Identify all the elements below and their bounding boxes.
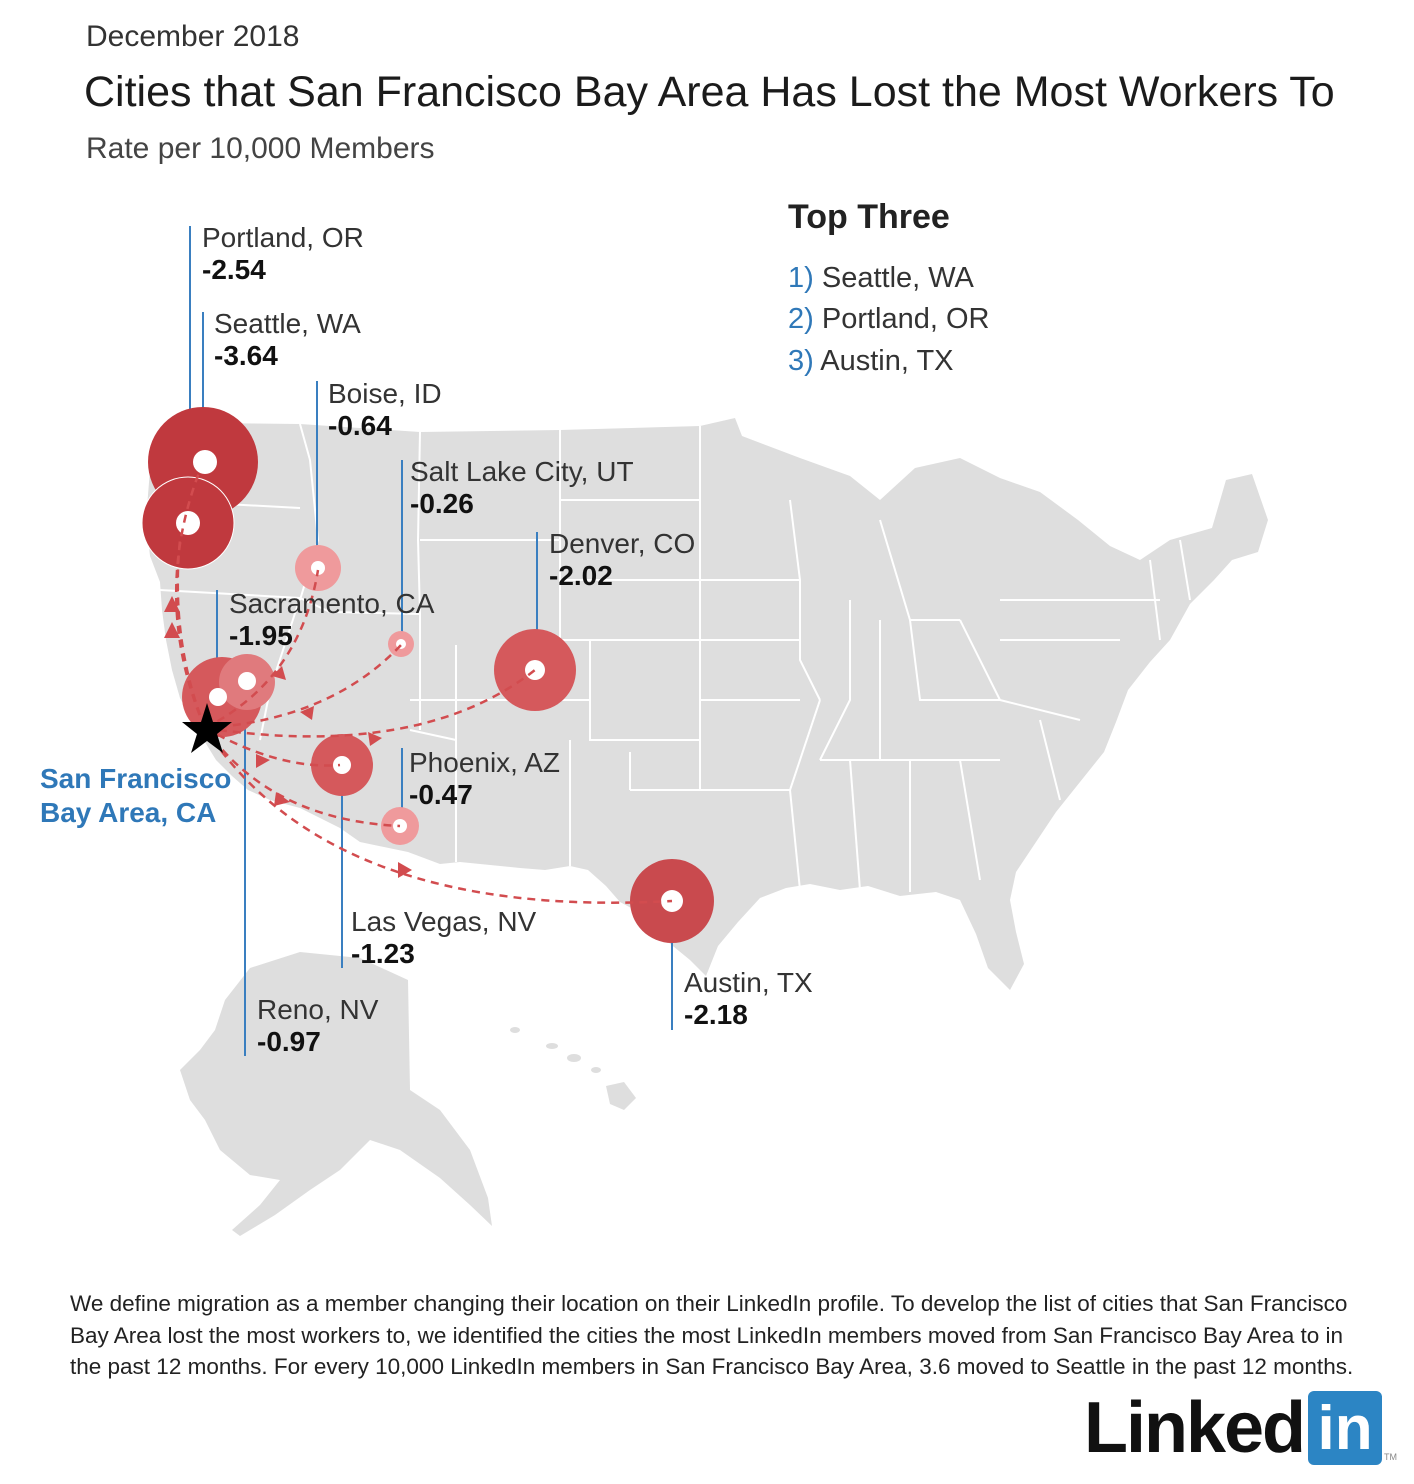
flow-arrowheads	[164, 596, 412, 878]
rank-city: Seattle, WA	[821, 262, 974, 294]
city-label-boise: Boise, ID -0.64	[328, 378, 442, 442]
methodology-footnote: We define migration as a member changing…	[70, 1291, 1354, 1379]
contiguous-us-shape	[146, 418, 1268, 990]
city-name: Portland, OR	[202, 222, 364, 253]
city-label-salt-lake-city: Salt Lake City, UT -0.26	[410, 456, 634, 520]
top-three-heading: Top Three	[788, 198, 950, 236]
city-rate: -0.64	[328, 410, 392, 441]
city-label-reno: Reno, NV -0.97	[257, 994, 378, 1058]
city-label-seattle: Seattle, WA -3.64	[214, 308, 361, 372]
city-rate: -3.64	[214, 340, 278, 371]
city-label-las-vegas: Las Vegas, NV -1.23	[351, 906, 536, 970]
rank-number: 2)	[788, 303, 814, 335]
top-three-item: 3) Austin, TX	[788, 345, 954, 378]
rank-number: 3)	[788, 345, 814, 377]
page-title: Cities that San Francisco Bay Area Has L…	[84, 68, 1335, 116]
origin-star-icon	[182, 703, 232, 753]
city-name: Reno, NV	[257, 994, 379, 1025]
city-label-portland: Portland, OR -2.54	[202, 222, 364, 286]
flow-to-seattle	[174, 469, 207, 729]
origin-label-line1: San Francisco	[40, 763, 232, 794]
city-name: Austin, TX	[684, 967, 813, 998]
city-rate: -1.23	[351, 938, 415, 969]
city-rate: -0.47	[409, 779, 473, 810]
city-name: Salt Lake City, UT	[410, 456, 634, 487]
flow-to-las-vegas	[204, 726, 341, 767]
city-name: Denver, CO	[549, 528, 696, 559]
city-name: Seattle, WA	[214, 308, 361, 339]
linkedin-logo: Linked in TM	[1084, 1388, 1397, 1468]
city-name: Las Vegas, NV	[351, 906, 537, 937]
flow-to-austin	[203, 727, 673, 904]
city-rate: -0.97	[257, 1026, 321, 1057]
flow-lines	[174, 469, 673, 904]
flow-to-salt-lake-city	[204, 644, 402, 730]
origin-label-line2: Bay Area, CA	[40, 797, 217, 828]
city-name: Boise, ID	[328, 378, 442, 409]
city-rate: -1.95	[229, 620, 293, 651]
city-rate: -0.26	[410, 488, 474, 519]
logo-trademark: TM	[1384, 1452, 1398, 1462]
city-label-denver: Denver, CO -2.02	[549, 528, 695, 592]
logo-in-box: in	[1308, 1391, 1383, 1465]
origin-label: San Francisco Bay Area, CA	[40, 762, 260, 830]
city-label-austin: Austin, TX -2.18	[684, 967, 813, 1031]
city-rate: -2.54	[202, 254, 266, 285]
alaska-shape	[180, 952, 492, 1236]
city-rate: -2.02	[549, 560, 613, 591]
date-label: December 2018	[86, 20, 300, 53]
flow-to-boise	[204, 569, 320, 730]
rank-number: 1)	[788, 262, 814, 294]
city-label-phoenix: Phoenix, AZ -0.47	[409, 747, 560, 811]
city-name: Sacramento, CA	[229, 588, 435, 619]
city-label-sacramento: Sacramento, CA -1.95	[229, 588, 434, 652]
page-subtitle: Rate per 10,000 Members	[86, 132, 435, 165]
top-three-item: 2) Portland, OR	[788, 303, 990, 336]
rank-city: Austin, TX	[820, 345, 954, 377]
top-three-item: 1) Seattle, WA	[788, 262, 974, 295]
logo-wordmark: Linked	[1084, 1388, 1306, 1468]
city-name: Phoenix, AZ	[409, 747, 560, 778]
rank-city: Portland, OR	[821, 303, 990, 335]
city-rate: -2.18	[684, 999, 748, 1030]
hawaii-shape	[510, 1027, 636, 1110]
